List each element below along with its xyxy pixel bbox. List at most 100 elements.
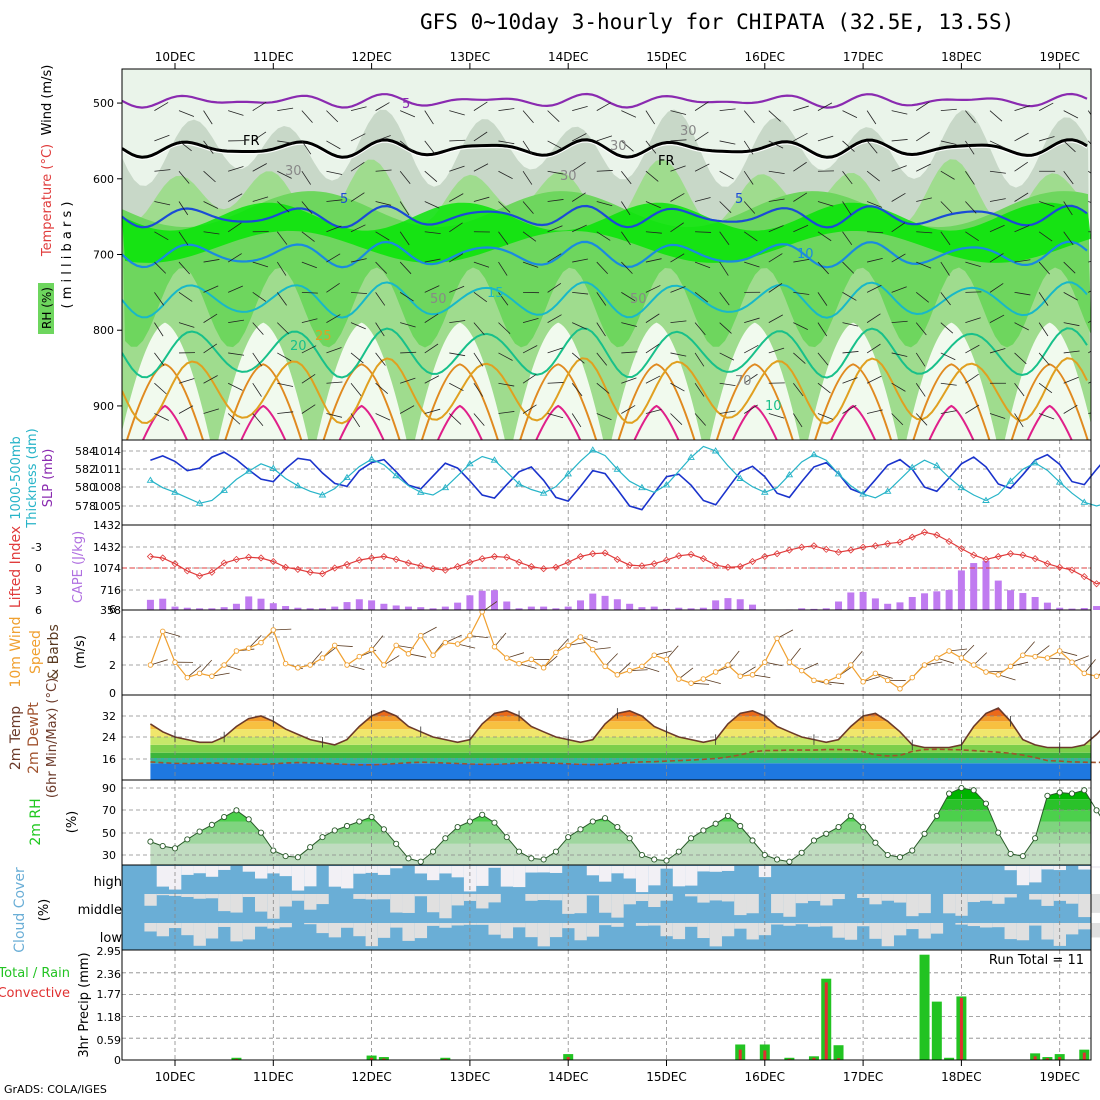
temp-contour-30 <box>912 363 991 440</box>
cloud-cell <box>451 923 464 926</box>
precip-ytick: 0.59 <box>97 1034 122 1047</box>
cape-bar <box>601 595 609 610</box>
cloud-unit: (%) <box>37 899 52 922</box>
slp-label: SLP (mb) <box>41 449 56 508</box>
temp-contour-25 <box>122 357 1088 425</box>
upper-ytick: 500 <box>93 97 114 110</box>
rh-marker <box>860 824 867 831</box>
wind-barb <box>252 131 267 142</box>
rh-marker <box>1044 792 1051 799</box>
wind-barb <box>866 313 881 323</box>
wind-barb <box>203 201 219 209</box>
day-label-top: 16DEC <box>745 50 785 64</box>
panel-frame <box>121 949 1092 1061</box>
rh-marker <box>356 818 363 825</box>
wind-barb <box>498 108 515 112</box>
cloud-cell <box>242 866 256 872</box>
wind-ytick: 0 <box>109 687 116 700</box>
thickness-ytick: 584 <box>75 445 96 458</box>
wind-barb <box>691 682 710 685</box>
wind-barb <box>350 352 364 364</box>
precip-conv-bar <box>812 1057 816 1060</box>
wind-barb <box>449 253 464 263</box>
wind-barb <box>154 102 169 111</box>
wind-barb <box>596 102 611 111</box>
wind-barb <box>150 659 168 666</box>
wind-barb <box>326 225 342 233</box>
wind-speed-marker <box>159 628 166 635</box>
millibars-label: ( m i l l i b a r s ) <box>60 202 75 309</box>
lifted-index-marker <box>920 528 929 536</box>
wind-barb <box>768 140 784 149</box>
rh-marker <box>1081 787 1088 794</box>
wind-barb <box>424 258 441 263</box>
wind-barb <box>670 382 685 392</box>
wind-barb <box>621 110 637 118</box>
wind-barb <box>645 258 662 263</box>
wind-barb <box>228 110 244 116</box>
cape-bar <box>970 563 978 610</box>
precip-conv-bar <box>370 1057 374 1060</box>
cloud-cell <box>291 894 305 901</box>
cloud-cell <box>549 866 563 873</box>
wind-barb <box>522 140 533 155</box>
rh2m-label: 2m RH <box>28 798 44 845</box>
wind-speed-marker <box>258 639 264 646</box>
wind-barb <box>727 650 740 666</box>
rh-marker <box>921 830 928 837</box>
precip-conv-bar <box>738 1049 742 1060</box>
cloud-cell <box>721 894 735 902</box>
wind-barb <box>1047 657 1066 660</box>
cloud-cell <box>648 866 661 886</box>
cloud-cell <box>365 923 378 947</box>
wind-barb <box>350 192 365 202</box>
rh-axis-label: RH (%) <box>40 287 54 329</box>
wind-barb <box>1038 352 1050 366</box>
wind-barb <box>473 196 490 202</box>
wind-barb <box>522 404 537 414</box>
cape-bar <box>368 600 376 610</box>
wind-barb <box>211 672 230 677</box>
cloud-cell <box>1016 866 1030 886</box>
precip-conv-bar <box>959 997 963 1060</box>
thickness-marker <box>711 447 720 454</box>
cloud-cell <box>881 894 894 901</box>
cloud-cell <box>611 923 624 927</box>
dewpt-label: 2m DewPt <box>26 702 42 774</box>
wind-speed-marker <box>749 672 756 678</box>
temp-contour-35 <box>240 404 287 440</box>
wind-barb <box>473 413 485 426</box>
cloud-cell <box>193 894 206 899</box>
rh-marker <box>602 815 609 822</box>
wind-speed-marker <box>909 674 916 681</box>
rh-marker <box>688 835 695 842</box>
wind-barb <box>1063 350 1080 354</box>
rh-marker <box>491 819 498 826</box>
lifted-index-marker <box>257 554 265 562</box>
contour-label: 15 <box>487 286 504 301</box>
wind-barb <box>1014 352 1027 365</box>
wind-barb <box>178 322 195 328</box>
cloud-cell <box>181 923 194 936</box>
wind-barb <box>1063 231 1074 245</box>
lifted-index-marker <box>380 552 388 561</box>
thickness-marker <box>908 463 917 470</box>
wind-barb <box>940 292 951 306</box>
lifted-index-marker <box>970 551 978 559</box>
wind-barb <box>645 201 661 209</box>
wind-speed-marker <box>491 644 498 650</box>
day-label-top: 17DEC <box>843 50 883 64</box>
wind-barb <box>915 382 926 397</box>
wind-barb <box>645 375 661 384</box>
temperature-axis-label: Temperature (°C) <box>40 144 55 257</box>
rh-marker <box>270 847 277 854</box>
cape-bar <box>282 606 290 610</box>
wind10m-label-4: (m/s) <box>73 635 88 669</box>
cloud-cell <box>623 866 636 879</box>
lifted-index-marker <box>1043 560 1051 568</box>
lifted-index-marker <box>343 560 351 568</box>
wind-barb <box>670 165 686 172</box>
cloud-cell <box>427 894 440 913</box>
day-label-top: 14DEC <box>548 50 588 64</box>
wind-barb <box>424 408 441 414</box>
